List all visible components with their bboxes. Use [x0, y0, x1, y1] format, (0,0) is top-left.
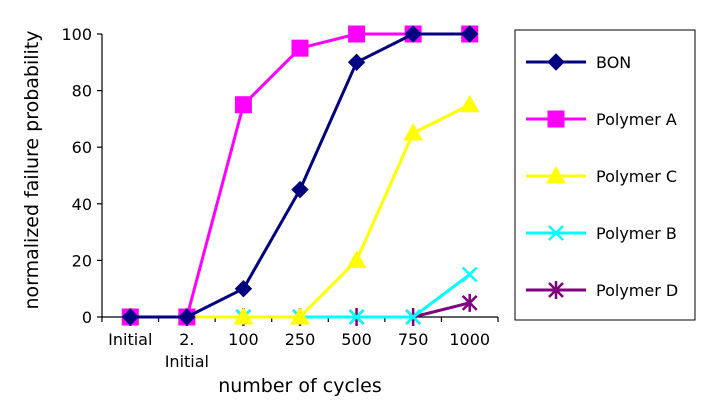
- legend-item: Polymer C: [526, 165, 677, 186]
- legend-item: Polymer B: [526, 224, 677, 243]
- data-point: [291, 39, 309, 57]
- legend-marker: [548, 281, 564, 299]
- y-tick-label: 40: [72, 195, 92, 214]
- axes: 0 20 40 60 80 100 Initial 2. Initial 100 250 500 750…: [61, 25, 499, 371]
- x-tick-label: 2. Initial: [165, 330, 209, 371]
- y-tick-label: 0: [82, 308, 92, 327]
- legend-marker: [546, 165, 566, 184]
- x-tick-label: 250: [285, 330, 316, 349]
- data-point: [234, 96, 252, 114]
- legend-marker: [547, 110, 565, 128]
- data-point: [459, 94, 480, 113]
- legend-label: Polymer A: [596, 110, 677, 129]
- legend-label: Polymer C: [596, 167, 677, 186]
- series-line: [130, 32, 470, 319]
- series-line: [130, 32, 470, 319]
- legend-item: Polymer A: [526, 110, 677, 129]
- data-point: [290, 306, 310, 325]
- data-point: [348, 25, 366, 43]
- legend-label: BON: [596, 53, 631, 72]
- data-point: [461, 293, 478, 312]
- y-tick-label: 100: [61, 25, 92, 44]
- data-point: [234, 279, 253, 298]
- legend-label: Polymer B: [596, 224, 677, 243]
- x-tick-label: Initial: [108, 330, 152, 349]
- series-bon: [121, 25, 479, 326]
- data-point: [404, 25, 422, 43]
- x-tick-label: 750: [398, 330, 429, 349]
- x-tick-label: 1000: [449, 330, 490, 349]
- series-layer: [120, 25, 480, 326]
- y-tick-label: 20: [72, 251, 92, 270]
- data-point: [233, 306, 254, 325]
- data-point: [348, 309, 365, 325]
- data-point: [121, 308, 139, 326]
- series-polymer-a: [121, 25, 479, 326]
- data-point: [346, 250, 367, 268]
- x-tick-label: 100: [228, 330, 259, 349]
- legend-marker: [547, 53, 565, 71]
- legend-label: Polymer D: [596, 281, 678, 300]
- data-point: [461, 266, 478, 283]
- data-point: [291, 180, 309, 199]
- data-point: [461, 25, 479, 43]
- y-axis-title: normalized failure probability: [21, 30, 43, 309]
- x-axis-title: number of cycles: [218, 375, 382, 397]
- y-tick-label: 60: [72, 138, 92, 157]
- data-point: [178, 308, 196, 326]
- legend-item: BON: [526, 53, 631, 72]
- legend-item: Polymer D: [526, 281, 678, 300]
- data-point: [403, 123, 423, 141]
- legend-marker: [548, 225, 564, 241]
- x-tick-label: 500: [341, 330, 372, 349]
- data-point: [405, 309, 422, 325]
- legend: BON Polymer A Polymer C Polymer B Polymer D: [514, 29, 696, 321]
- y-tick-label: 80: [72, 82, 92, 101]
- data-point: [347, 53, 366, 72]
- series-polymer-c: [120, 94, 480, 325]
